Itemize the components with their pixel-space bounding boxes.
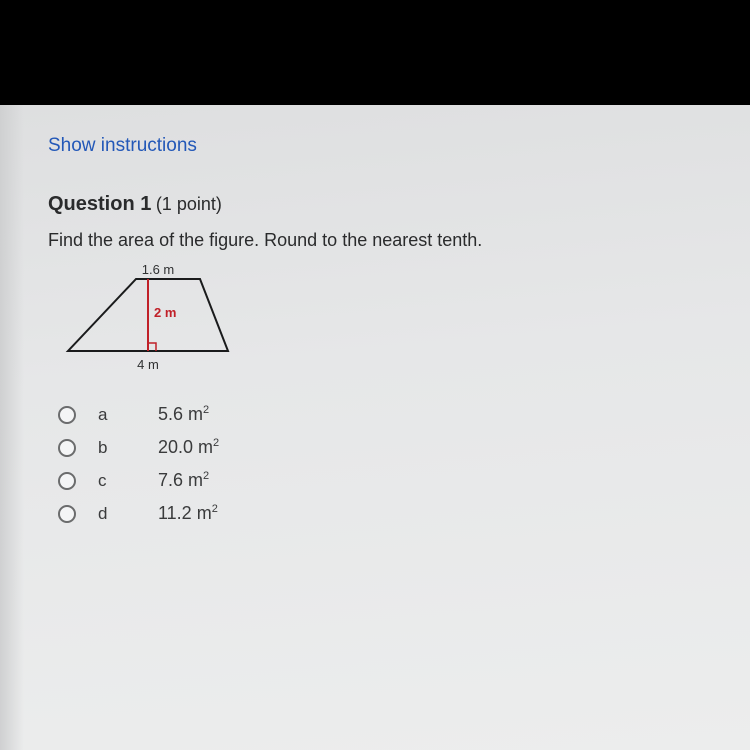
question-panel: Show instructions Question 1 (1 point) F… bbox=[0, 105, 750, 750]
right-angle-marker bbox=[148, 343, 156, 351]
radio-a[interactable] bbox=[58, 406, 76, 424]
option-value: 5.6 m2 bbox=[158, 404, 209, 425]
option-letter: d bbox=[98, 504, 158, 524]
radio-c[interactable] bbox=[58, 472, 76, 490]
top-dimension-label: 1.6 m bbox=[142, 262, 175, 277]
height-dimension-label: 2 m bbox=[154, 305, 176, 320]
question-title: Question 1 bbox=[48, 193, 151, 215]
question-prompt: Find the area of the figure. Round to th… bbox=[48, 230, 710, 251]
question-points: (1 point) bbox=[156, 194, 222, 214]
radio-b[interactable] bbox=[58, 439, 76, 457]
option-value: 7.6 m2 bbox=[158, 470, 209, 491]
radio-d[interactable] bbox=[58, 505, 76, 523]
bottom-dimension-label: 4 m bbox=[137, 357, 159, 372]
answer-option-d[interactable]: d 11.2 m2 bbox=[58, 503, 710, 524]
answer-option-c[interactable]: c 7.6 m2 bbox=[58, 470, 710, 491]
option-letter: a bbox=[98, 405, 158, 425]
black-letterbox-top bbox=[0, 0, 750, 105]
option-letter: b bbox=[98, 438, 158, 458]
question-header: Question 1 (1 point) bbox=[48, 193, 710, 216]
trapezoid-figure: 1.6 m 2 m 4 m bbox=[58, 261, 710, 386]
trapezoid-svg: 1.6 m 2 m 4 m bbox=[58, 261, 258, 381]
answer-option-a[interactable]: a 5.6 m2 bbox=[58, 404, 710, 425]
answer-option-b[interactable]: b 20.0 m2 bbox=[58, 437, 710, 458]
option-value: 20.0 m2 bbox=[158, 437, 219, 458]
show-instructions-link[interactable]: Show instructions bbox=[48, 135, 197, 157]
option-value: 11.2 m2 bbox=[158, 503, 218, 524]
option-letter: c bbox=[98, 471, 158, 491]
answer-list: a 5.6 m2 b 20.0 m2 c 7.6 m2 d 11.2 m2 bbox=[58, 404, 710, 524]
